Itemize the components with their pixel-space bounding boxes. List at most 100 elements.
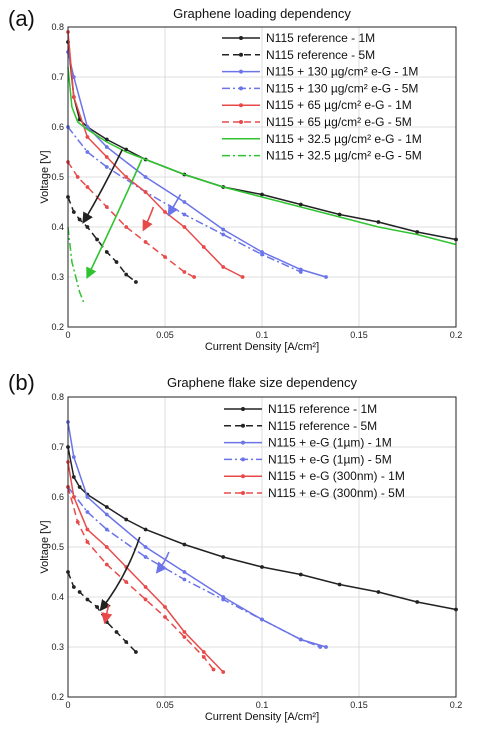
data-point [85, 527, 90, 532]
data-point [182, 577, 187, 582]
legend-item: N115 + 130 µg/cm² e-G - 1M [222, 65, 418, 79]
data-point [77, 485, 82, 489]
data-point [77, 590, 82, 594]
series-line [67, 126, 302, 273]
data-point [104, 137, 109, 142]
plot-frame [67, 26, 457, 328]
series-line [67, 51, 327, 278]
legend-label: N115 + 32.5 µg/cm² e-G - 5M [266, 149, 422, 163]
legend-label: N115 reference - 1M [268, 402, 377, 416]
data-point [71, 75, 76, 79]
y-tick-label: 0.4 [51, 222, 64, 232]
legend-marker [241, 491, 245, 495]
y-tick-label: 0.4 [51, 592, 64, 602]
data-point [211, 667, 216, 672]
trend-arrow [167, 194, 182, 217]
data-point [124, 580, 129, 584]
data-point [143, 240, 148, 244]
data-point [221, 227, 226, 232]
series-n115-reference-1m [66, 445, 458, 612]
legend-item: N115 reference - 1M [224, 402, 377, 416]
data-point [134, 280, 138, 284]
data-point [163, 615, 167, 619]
data-point [85, 225, 90, 229]
data-point [201, 650, 206, 654]
legend-label: N115 + 65 µg/cm² e-G - 5M [266, 115, 412, 129]
data-point [124, 147, 129, 152]
data-point [143, 585, 148, 589]
x-tick-label: 0.2 [450, 700, 463, 710]
data-point [71, 585, 76, 589]
legend-label: N115 reference - 5M [266, 48, 375, 62]
data-point [143, 175, 148, 179]
data-point [104, 145, 109, 149]
data-point [182, 630, 187, 634]
data-point [104, 165, 109, 169]
data-point [260, 565, 264, 569]
data-point [85, 597, 90, 602]
legend-item: N115 + 65 µg/cm² e-G - 1M [222, 98, 412, 112]
series-line [67, 486, 215, 670]
series-n115-e-g-1-m-5m [66, 485, 323, 649]
legend-item: N115 + 130 µg/cm² e-G - 5M [222, 81, 418, 95]
legend-item: N115 reference - 5M [224, 419, 377, 433]
legend-label: N115 reference - 1M [266, 31, 375, 45]
trend-arrow [101, 604, 113, 625]
data-point [104, 512, 109, 517]
data-point [104, 205, 109, 209]
trend-arrow [82, 149, 124, 224]
legend-item: N115 + e-G (1µm) - 5M [224, 452, 392, 466]
data-point [104, 562, 109, 567]
data-point [104, 155, 109, 159]
y-axis-label: Voltage [V] [39, 150, 51, 203]
data-point [71, 495, 76, 499]
data-point [182, 570, 187, 574]
legend-item: N115 + e-G (1µm) - 1M [224, 436, 392, 450]
y-tick-label: 0.2 [51, 322, 64, 332]
series-line [67, 226, 85, 303]
x-tick-label: 0.2 [450, 330, 463, 340]
legend-marker [241, 407, 245, 411]
data-point [104, 250, 109, 254]
data-point [85, 540, 90, 544]
legend-label: N115 + e-G (1µm) - 1M [268, 436, 392, 450]
legend-item: N115 + e-G (300nm) - 1M [224, 469, 405, 483]
data-point [415, 600, 420, 604]
legend-marker [241, 440, 245, 445]
series-n115-e-g-300nm-5m [66, 485, 216, 672]
legend-marker [239, 120, 243, 124]
data-point [124, 640, 129, 644]
data-point [124, 225, 129, 229]
y-tick-label: 0.5 [51, 172, 64, 182]
data-point [192, 275, 197, 279]
legend-marker [239, 86, 243, 91]
series-n115-e-g-300nm-1m [66, 460, 226, 674]
y-tick-label: 0.5 [51, 542, 64, 552]
data-point [318, 645, 323, 649]
series-n115-32-5-g-cm-e-g-5m [67, 226, 85, 303]
data-point [143, 555, 148, 559]
data-point [143, 190, 148, 194]
y-tick-label: 0.2 [51, 692, 64, 702]
data-point [324, 275, 328, 279]
legend-label: N115 + e-G (300nm) - 5M [268, 486, 405, 500]
data-point [85, 510, 90, 514]
y-axis-label: Voltage [V] [39, 520, 51, 573]
x-tick-label: 0 [65, 330, 70, 340]
legend-label: N115 reference - 5M [268, 419, 377, 433]
data-point [324, 645, 328, 649]
data-point [75, 175, 80, 179]
data-point [124, 175, 129, 179]
x-tick-label: 0 [65, 700, 70, 710]
data-point [143, 527, 148, 532]
data-point [143, 545, 148, 549]
data-point [221, 265, 226, 269]
data-point [337, 582, 342, 587]
data-point [240, 275, 245, 279]
legend-marker [241, 423, 245, 428]
series-n115-reference-5m [66, 195, 138, 284]
data-point [182, 200, 187, 204]
legend-label: N115 + 130 µg/cm² e-G - 1M [266, 65, 418, 79]
legend-marker [239, 69, 243, 74]
series-n115-reference-5m [66, 570, 138, 654]
